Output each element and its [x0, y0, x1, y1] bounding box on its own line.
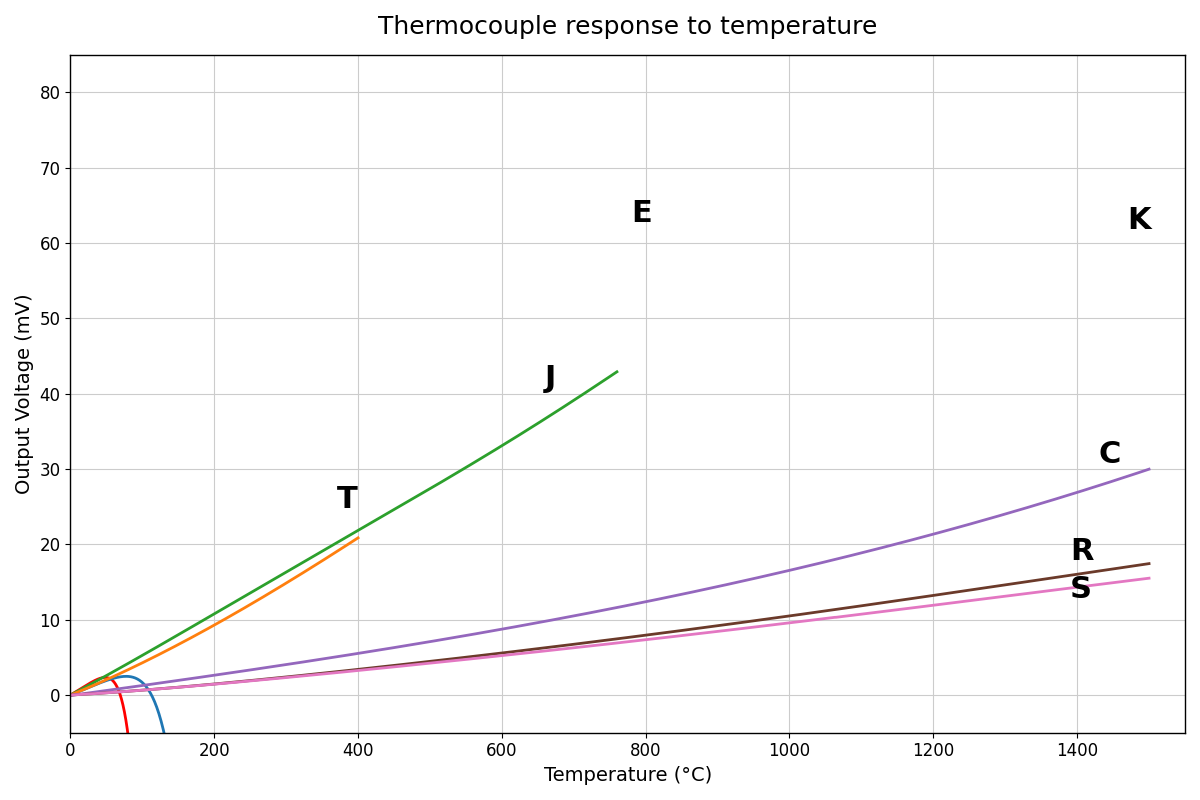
X-axis label: Temperature (°C): Temperature (°C)	[544, 766, 712, 785]
Title: Thermocouple response to temperature: Thermocouple response to temperature	[378, 15, 877, 39]
Text: E: E	[631, 198, 652, 227]
Text: J: J	[545, 364, 557, 394]
Text: T: T	[336, 485, 358, 514]
Text: R: R	[1070, 538, 1093, 566]
Text: C: C	[1099, 439, 1121, 469]
Y-axis label: Output Voltage (mV): Output Voltage (mV)	[16, 294, 34, 494]
Text: S: S	[1070, 575, 1092, 604]
Text: K: K	[1128, 206, 1151, 235]
